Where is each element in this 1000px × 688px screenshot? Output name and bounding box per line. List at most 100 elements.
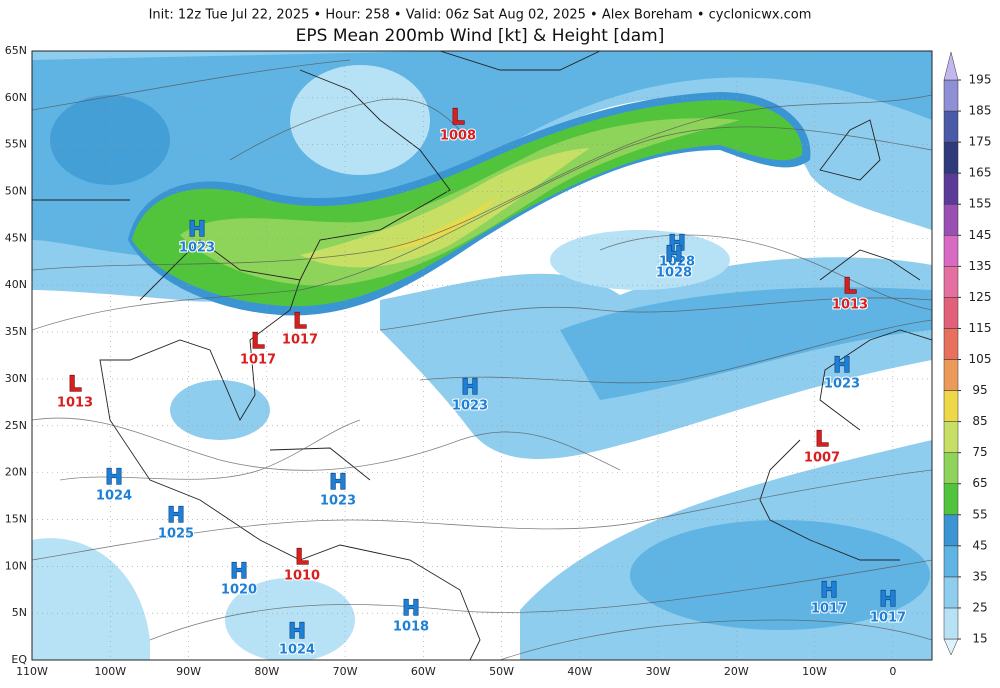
lon-label: 100W <box>94 665 126 678</box>
lon-label: 70W <box>333 665 358 678</box>
pressure-center-value: 1018 <box>393 620 429 635</box>
pressure-center-value: 1017 <box>282 333 318 348</box>
colorbar-segment <box>943 203 959 236</box>
colorbar-tick-label: 155 <box>969 197 992 211</box>
pressure-center-letter: L <box>251 329 264 353</box>
colorbar-tick-label: 125 <box>969 290 992 304</box>
colorbar-tick-label: 175 <box>969 135 992 149</box>
pressure-center-value: 1023 <box>824 377 860 392</box>
pressure-center-letter: H <box>879 587 897 611</box>
pressure-center-value: 1024 <box>279 643 315 658</box>
lat-label: 45N <box>5 231 27 244</box>
colorbar-tick-label: 185 <box>969 104 992 118</box>
pressure-center-value: 1023 <box>320 494 356 509</box>
colorbar-tick-label: 145 <box>969 228 992 242</box>
colorbar-segment <box>943 297 959 329</box>
lat-label: 65N <box>5 44 27 57</box>
lon-label: 110W <box>16 665 48 678</box>
map-title: EPS Mean 200mb Wind [kt] & Height [dam] <box>296 26 665 46</box>
lon-label: 40W <box>567 665 592 678</box>
pressure-center-letter: H <box>329 470 347 494</box>
lon-label: 10W <box>802 665 827 678</box>
colorbar-tick-label: 95 <box>972 383 987 397</box>
pressure-center-value: 1028 <box>656 266 692 281</box>
colorbar-tick-label: 15 <box>972 632 987 646</box>
lat-label: 35N <box>5 325 27 338</box>
pressure-center-value: 1023 <box>179 241 215 256</box>
colorbar-segment <box>943 483 959 516</box>
colorbar-segment <box>943 266 959 298</box>
pressure-center-value: 1008 <box>440 129 476 144</box>
pressure-center-value: 1025 <box>158 527 194 542</box>
pressure-center-letter: H <box>402 596 420 620</box>
pressure-center-letter: H <box>230 559 248 583</box>
pressure-center-letter: H <box>461 375 479 399</box>
colorbar-cap <box>943 638 959 656</box>
pressure-center-value: 1017 <box>870 611 906 626</box>
pressure-center-letter: L <box>815 427 828 451</box>
colorbar-tick-label: 165 <box>969 166 992 180</box>
colorbar-segment <box>943 607 959 640</box>
lat-label: 40N <box>5 278 27 291</box>
pressure-center-value: 1013 <box>832 298 868 313</box>
colorbar-tick-label: 35 <box>972 569 987 583</box>
lon-label: 30W <box>646 665 671 678</box>
colorbar-tick-label: 115 <box>969 321 992 335</box>
pressure-center-letter: H <box>288 619 306 643</box>
colorbar-segment <box>943 79 959 112</box>
pressure-center-letter: H <box>820 578 838 602</box>
header-info: Init: 12z Tue Jul 22, 2025 • Hour: 258 •… <box>149 8 812 23</box>
lon-label: 50W <box>489 665 514 678</box>
lat-label: 30N <box>5 372 27 385</box>
pressure-center-value: 1017 <box>811 602 847 617</box>
pressure-center-value: 1013 <box>57 396 93 411</box>
pressure-center-letter: L <box>451 105 464 129</box>
colorbar-segment <box>943 172 959 205</box>
lat-label: 10N <box>5 559 27 572</box>
pressure-center-letter: H <box>833 353 851 377</box>
map-body <box>32 51 932 660</box>
colorbar-cap <box>943 51 959 81</box>
pressure-center-value: 1017 <box>240 353 276 368</box>
lat-label: 25N <box>5 419 27 432</box>
pressure-center-value: 1028 <box>659 255 695 270</box>
map-frame <box>31 50 933 661</box>
lon-label: 0 <box>889 665 896 678</box>
pressure-center-value: 1020 <box>221 583 257 598</box>
colorbar-segment <box>943 545 959 578</box>
colorbar-tick-label: 45 <box>972 538 987 552</box>
lon-label: 60W <box>411 665 436 678</box>
pressure-center-letter: H <box>105 465 123 489</box>
colorbar-segment <box>943 452 959 484</box>
colorbar-tick-label: 135 <box>969 259 992 273</box>
colorbar-segment <box>943 421 959 453</box>
pressure-center-letter: L <box>293 309 306 333</box>
lat-label: 50N <box>5 185 27 198</box>
lon-label: 80W <box>254 665 279 678</box>
colorbar-segment <box>943 110 959 143</box>
colorbar-tick-label: 195 <box>969 73 992 87</box>
pressure-center-value: 1023 <box>452 399 488 414</box>
pressure-center-letter: L <box>68 372 81 396</box>
colorbar-tick-label: 55 <box>972 507 987 521</box>
lat-label: 15N <box>5 512 27 525</box>
lat-label: EQ <box>11 653 27 666</box>
pressure-center-letter: H <box>167 503 185 527</box>
pressure-center-letter: L <box>295 545 308 569</box>
colorbar-segment <box>943 576 959 609</box>
colorbar-segment <box>943 359 959 391</box>
colorbar-segment <box>943 514 959 547</box>
colorbar-segment <box>943 328 959 360</box>
colorbar-tick-label: 105 <box>969 352 992 366</box>
pressure-center-letter: H <box>188 217 206 241</box>
lat-label: 55N <box>5 138 27 151</box>
pressure-center-value: 1007 <box>804 451 840 466</box>
lon-label: 20W <box>724 665 749 678</box>
pressure-center-value: 1010 <box>284 569 320 584</box>
lat-label: 20N <box>5 466 27 479</box>
colorbar-segment <box>943 390 959 422</box>
colorbar-tick-label: 75 <box>972 445 987 459</box>
colorbar-tick-label: 85 <box>972 414 987 428</box>
pressure-center-letter: H <box>665 242 683 266</box>
